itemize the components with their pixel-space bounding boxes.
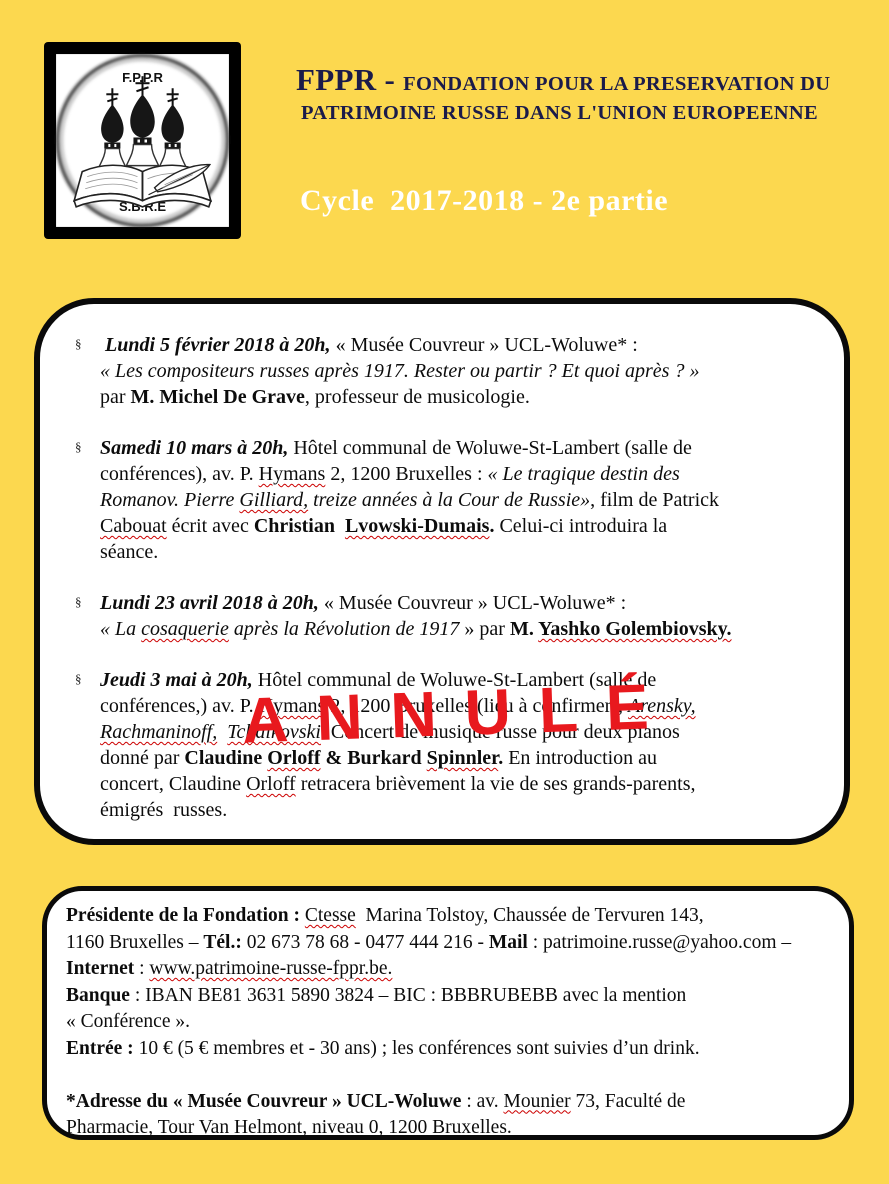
event-line: Lundi 5 février 2018 à 20h, « Musée Couv… <box>100 334 638 356</box>
event-line: Lundi 23 avril 2018 à 20h, « Musée Couvr… <box>100 592 627 614</box>
contact-line <box>66 1062 835 1089</box>
event-line: conférences), av. P. Hymans 2, 1200 Brux… <box>100 463 680 485</box>
event-line: par M. Michel De Grave, professeur de mu… <box>100 386 530 408</box>
contact-box: Présidente de la Fondation : Ctesse Mari… <box>42 886 854 1140</box>
event-line: donné par Claudine Orloff & Burkard Spin… <box>100 747 658 769</box>
contact-line: Banque : IBAN BE81 3631 5890 3824 – BIC … <box>66 984 687 1006</box>
contact-line: *Adresse du « Musée Couvreur » UCL-Woluw… <box>66 1090 686 1112</box>
event-item: § Lundi 23 avril 2018 à 20h, « Musée Couv… <box>75 590 832 642</box>
towers <box>97 143 188 170</box>
org-title-line2: PATRIMOINE RUSSE DANS L'UNION EUROPEENNE <box>301 102 818 124</box>
fppr-logo-graphic: F.P.P.R S.B.R.E <box>44 42 241 239</box>
event-line: Cabouat écrit avec Christian Lvowski-Dum… <box>100 515 668 537</box>
event-line: émigrés russes. <box>100 799 228 821</box>
contact-line: 1160 Bruxelles – Tél.: 02 673 78 68 - 04… <box>66 931 792 953</box>
org-title-line1: FPPR - FONDATION POUR LA PRESERVATION DU <box>296 62 856 98</box>
event-line: Romanov. Pierre Gilliard, treize années … <box>100 489 719 511</box>
section-mark: § <box>75 336 82 351</box>
quill-icon <box>148 163 212 196</box>
event-line: Rachmaninoff, Tchaikovski. Concert de mu… <box>100 721 680 743</box>
event-item: § Samedi 10 mars à 20h, Hôtel communal de… <box>75 435 832 565</box>
contact-lines: Présidente de la Fondation : Ctesse Mari… <box>66 903 835 1142</box>
event-line: Jeudi 3 mai à 20h, Hôtel communal de Wol… <box>100 669 657 691</box>
org-title-text: FONDATION POUR LA PRESERVATION DU <box>403 73 831 95</box>
event-item: § Jeudi 3 mai à 20h, Hôtel communal de Wo… <box>75 667 832 823</box>
events-box: § Lundi 5 février 2018 à 20h, « Musée Co… <box>34 298 850 845</box>
section-mark: § <box>75 594 82 609</box>
event-line: conférences,) av. P. Hymans 2, 1200 Brux… <box>100 695 696 717</box>
event-line: « Les compositeurs russes après 1917. Re… <box>100 360 700 382</box>
event-line: Samedi 10 mars à 20h, Hôtel communal de … <box>100 437 692 459</box>
event-line: concert, Claudine Orloff retracera brièv… <box>100 773 696 795</box>
contact-line: Internet : www.patrimoine-russe-fppr.be. <box>66 958 393 979</box>
events-list: § Lundi 5 février 2018 à 20h, « Musée Co… <box>75 332 832 823</box>
event-line: « La cosaquerie après la Révolution de 1… <box>100 618 732 640</box>
onion-domes-icon <box>101 94 184 149</box>
cross-icon <box>106 76 179 107</box>
section-mark: § <box>75 439 82 454</box>
fppr-logo: F.P.P.R S.B.R.E <box>42 40 243 241</box>
event-item: § Lundi 5 février 2018 à 20h, « Musée Co… <box>75 332 832 410</box>
contact-line: Pharmacie, Tour Van Helmont, niveau 0, 1… <box>66 1117 512 1138</box>
section-mark: § <box>75 671 82 686</box>
contact-line: « Conférence ». <box>66 1011 190 1032</box>
event-line: séance. <box>100 541 159 563</box>
org-acronym: FPPR - <box>296 62 404 97</box>
org-header: FPPR - FONDATION POUR LA PRESERVATION DU… <box>296 62 856 125</box>
contact-line: Entrée : 10 € (5 € membres et - 30 ans) … <box>66 1037 700 1059</box>
cycle-subtitle: Cycle 2017-2018 - 2e partie <box>300 184 669 217</box>
contact-line: Présidente de la Fondation : Ctesse Mari… <box>66 905 704 926</box>
